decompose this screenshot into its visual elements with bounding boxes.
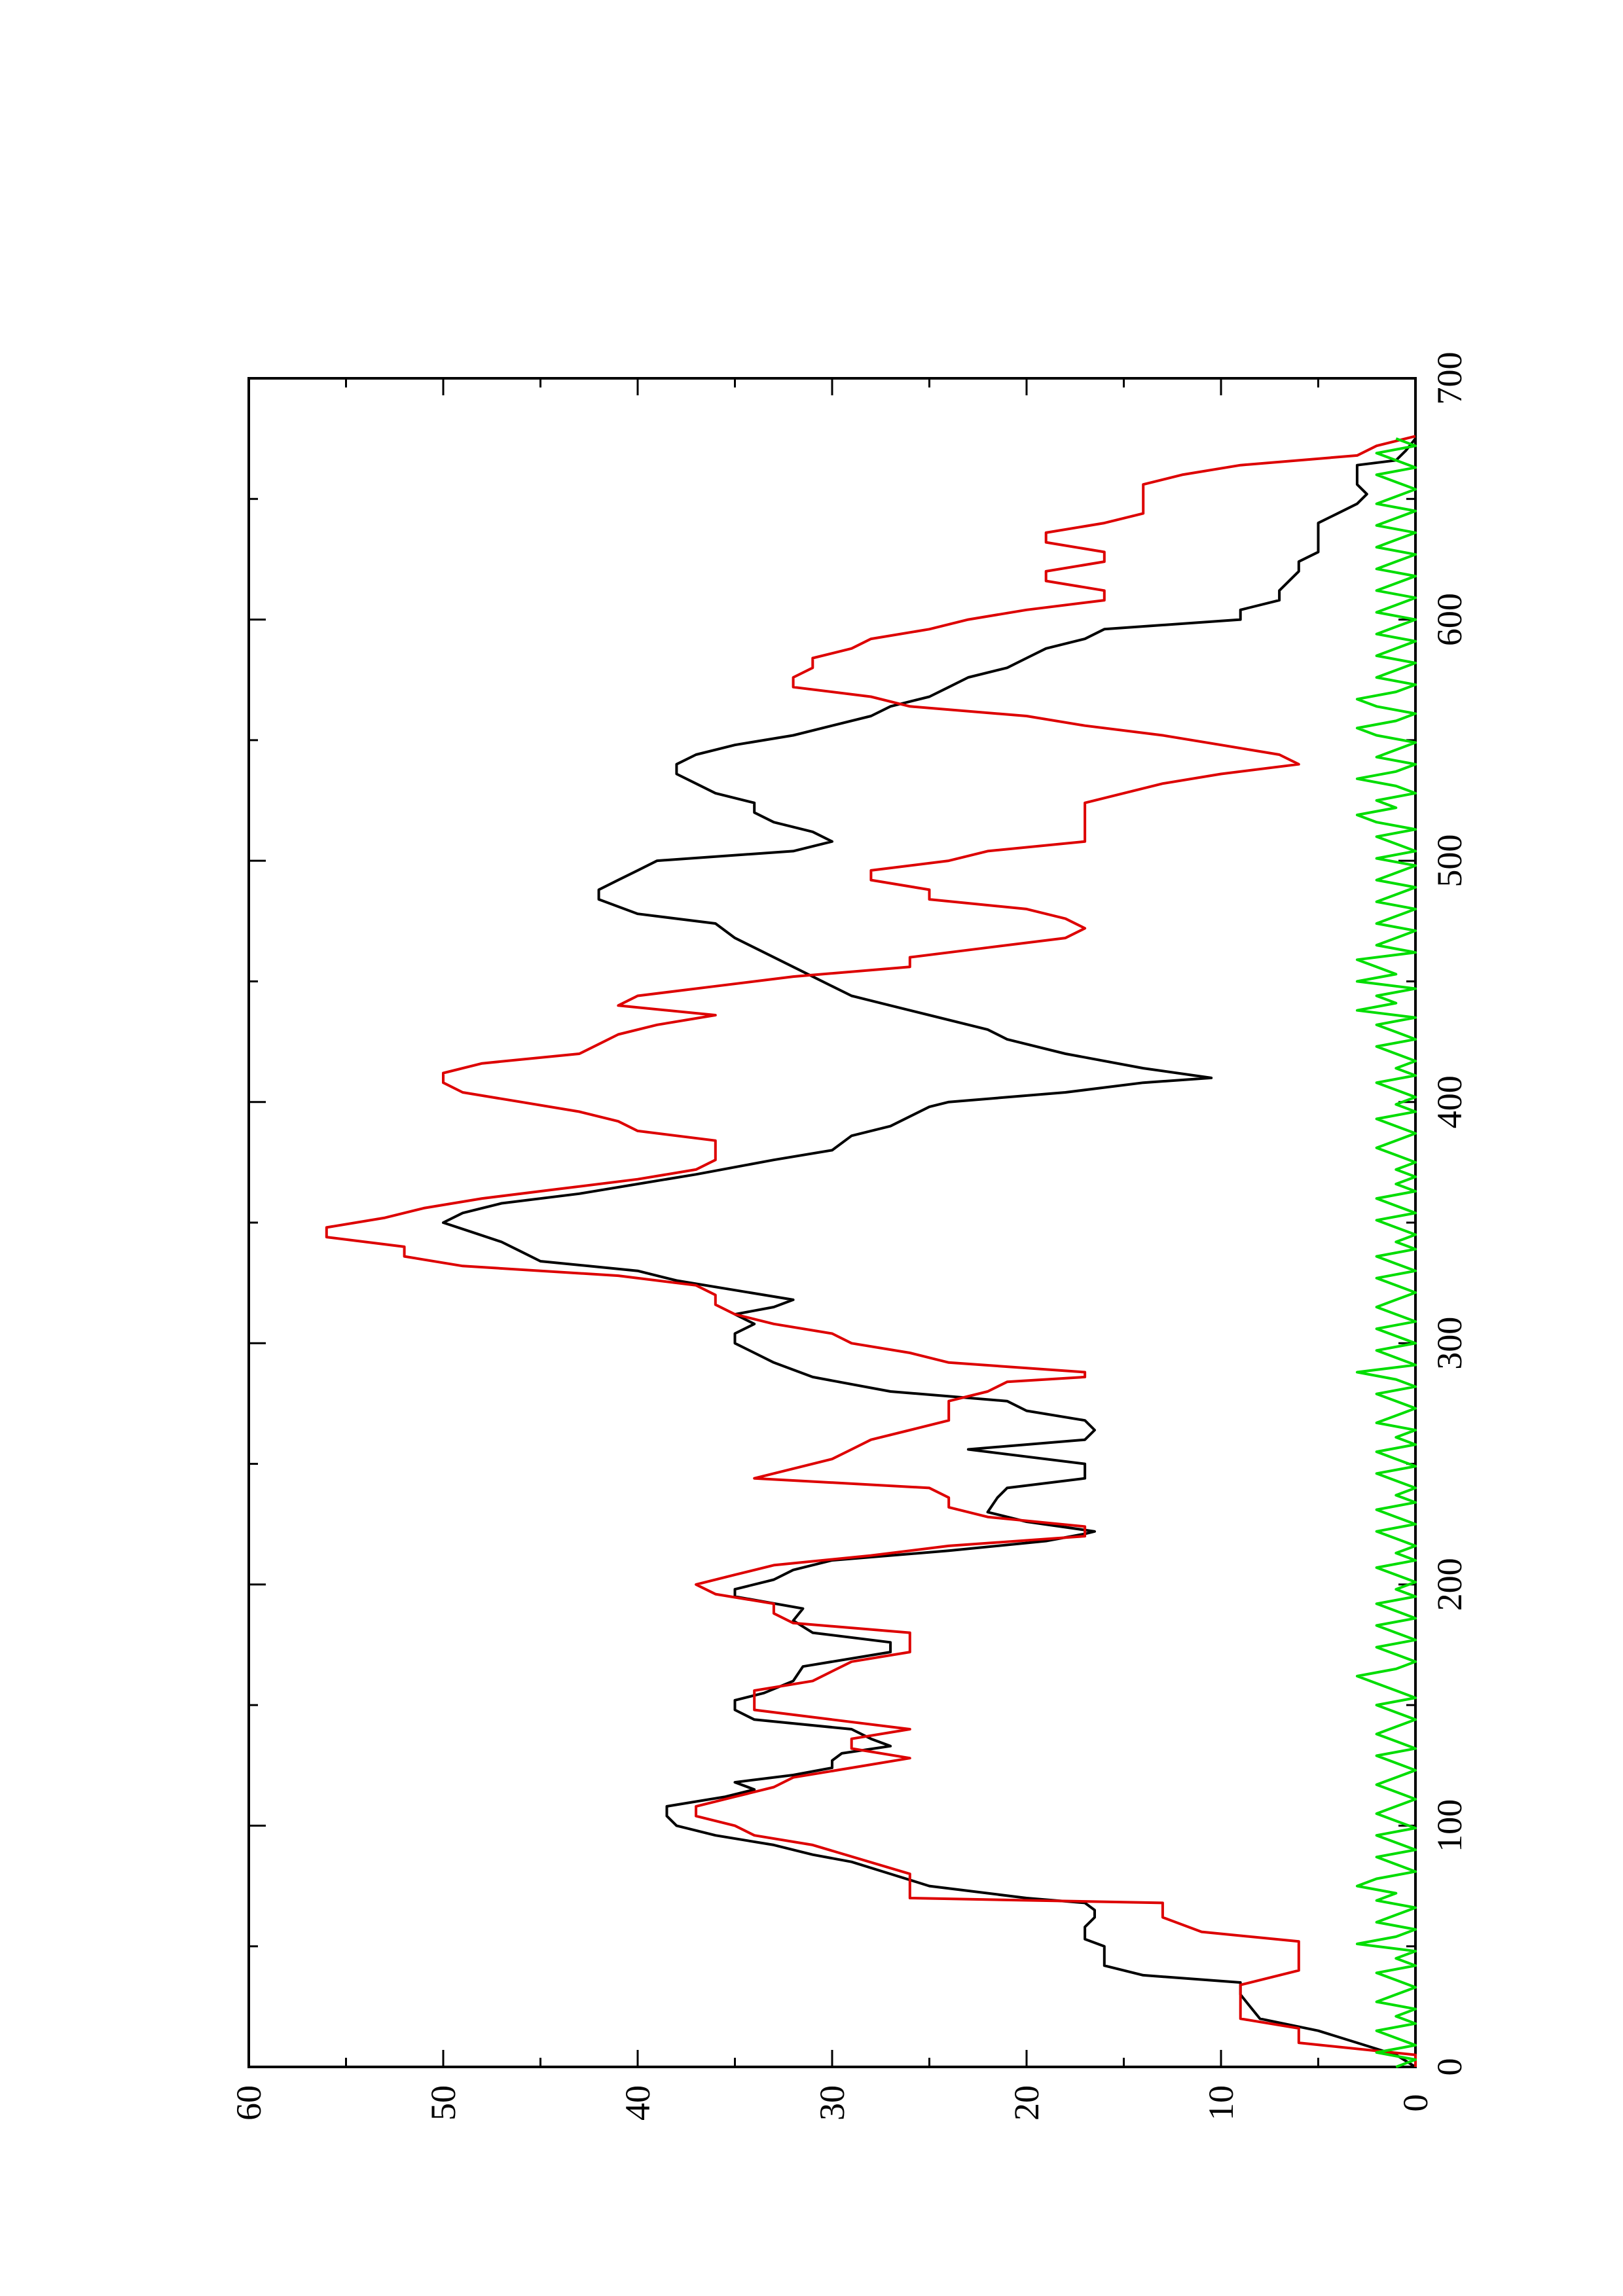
- series-green-line: [1355, 437, 1417, 2068]
- series-red-line: [325, 435, 1417, 2067]
- y-tick-label: 20: [1007, 2085, 1046, 2121]
- x-tick-label: 200: [1430, 1558, 1469, 1611]
- series-black-line: [442, 437, 1417, 2068]
- axis-ticks: [247, 377, 1417, 2068]
- y-tick-label: 0: [1396, 2094, 1435, 2112]
- x-tick-label: 0: [1430, 2058, 1469, 2076]
- y-tick-label: 50: [424, 2085, 463, 2121]
- x-tick-label: 500: [1430, 834, 1469, 888]
- x-tick-label: 400: [1430, 1075, 1469, 1128]
- x-tick-label: 600: [1430, 593, 1469, 646]
- x-tick-label: 100: [1430, 1799, 1469, 1852]
- y-tick-label: 10: [1201, 2085, 1241, 2121]
- tick-labels: 0 100 200 300 400 500 600 700 0 10 20 30 40 50 60: [229, 352, 1469, 2121]
- x-tick-label: 700: [1430, 352, 1469, 405]
- x-tick-label: 300: [1430, 1317, 1469, 1370]
- plot-frame: [247, 377, 1417, 2068]
- y-tick-label: 60: [229, 2085, 268, 2121]
- y-tick-label: 30: [812, 2085, 852, 2121]
- series-layer: [325, 435, 1417, 2068]
- y-tick-label: 40: [618, 2085, 657, 2121]
